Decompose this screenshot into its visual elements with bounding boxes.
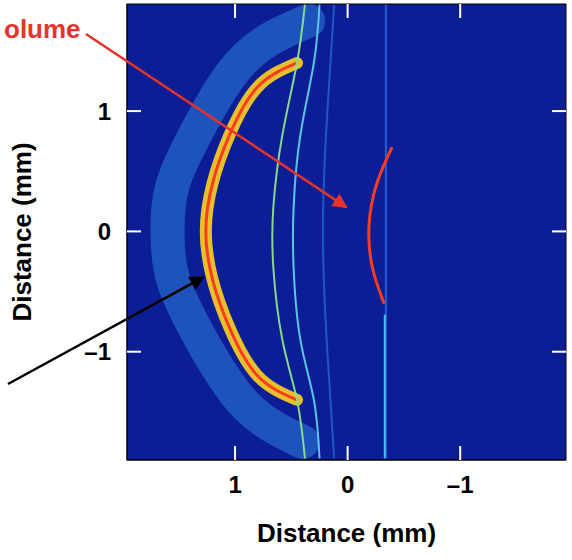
svg-text:1: 1	[228, 471, 241, 498]
svg-text:0: 0	[98, 218, 111, 245]
svg-text:olume: olume	[4, 14, 81, 44]
svg-text:Distance (mm): Distance (mm)	[7, 142, 37, 321]
svg-text:–1: –1	[447, 471, 474, 498]
svg-text:–1: –1	[84, 338, 111, 365]
svg-text:0: 0	[341, 471, 354, 498]
svg-text:1: 1	[98, 98, 111, 125]
svg-text:Distance (mm): Distance (mm)	[257, 518, 436, 548]
